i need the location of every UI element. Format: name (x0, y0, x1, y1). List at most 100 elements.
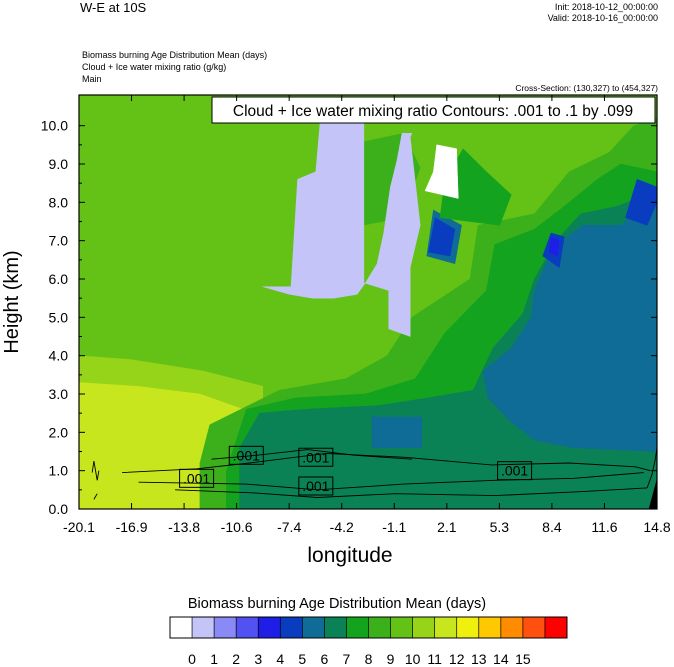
colorbar-swatch-5 (280, 617, 303, 638)
colorbar-label-8: 8 (365, 651, 373, 667)
colorbar-title: Biomass burning Age Distribution Mean (d… (187, 596, 487, 612)
colorbar-label-7: 7 (343, 651, 351, 667)
contour-label-box-1 (228, 445, 264, 465)
colorbar-label-11: 11 (427, 651, 442, 667)
contour-label-box-3 (298, 476, 334, 496)
colorbar-swatch-9 (368, 617, 391, 638)
field-description-shading: Biomass burning Age Distribution Mean (d… (82, 50, 268, 60)
y-tick-label-1: 1.0 (49, 463, 69, 479)
y-axis-title: Height (km) (1, 250, 23, 353)
y-tick-label-8: 8.0 (49, 194, 69, 210)
x-tick-label-7: 2.1 (437, 519, 457, 535)
colorbar-label-15: 15 (515, 651, 531, 667)
x-tick-label-6: -1.1 (382, 519, 406, 535)
colorbar-swatch-17 (544, 617, 568, 638)
contour-legend-box: Cloud + Ice water mixing ratio Contours:… (211, 96, 656, 124)
x-axis-title: longitude (307, 544, 392, 567)
shade-region-10 (549, 236, 560, 257)
y-tick-label-3: 3.0 (49, 386, 69, 402)
y-tick-label-9: 9.0 (49, 156, 69, 172)
contour-line-3 (211, 449, 412, 460)
colorbar-swatch-1 (192, 617, 215, 638)
x-tick-label-3: -10.6 (221, 519, 253, 535)
valid-time-label: Valid: 2018-10-16_00:00:00 (547, 13, 658, 23)
colorbar-swatch-2 (214, 617, 237, 638)
colorbar-swatch-14 (478, 617, 502, 638)
colorbar-label-3: 3 (254, 651, 262, 667)
contour-label-1: .001 (233, 447, 260, 463)
colorbar-label-1: 1 (210, 651, 218, 667)
y-tick-label-10: 10.0 (41, 118, 68, 134)
x-tick-label-0: -20.1 (63, 519, 95, 535)
contour-label-0: .001 (183, 470, 210, 486)
colorbar-swatch-3 (236, 617, 259, 638)
x-tick-label-5: -4.2 (330, 519, 354, 535)
x-tick-label-8: 5.3 (490, 519, 510, 535)
shade-region-9 (625, 178, 657, 226)
shade-region-7 (371, 416, 423, 448)
colorbar-label-5: 5 (298, 651, 306, 667)
contour-line-5 (93, 493, 98, 500)
y-tick-label-0: 0.0 (49, 501, 69, 517)
contour-label-box-4 (497, 461, 533, 481)
x-tick-label-2: -13.8 (168, 519, 200, 535)
colorbar-swatch-10 (390, 617, 413, 638)
contour-line-2 (175, 487, 648, 498)
x-tick-label-9: 8.4 (542, 519, 562, 535)
colorbar-label-2: 2 (232, 651, 240, 667)
axes-layer: -20.1 -16.9 -13.8 -10.6 -7.4 -4.2 -1.1 2.1 5.3 8.… (41, 95, 671, 535)
colorbar-swatch-16 (522, 617, 546, 638)
colorbar-swatch-12 (434, 617, 458, 638)
contour-label-box-2 (298, 447, 334, 467)
colorbar-swatch-13 (456, 617, 480, 638)
plot-title: W-E at 10S (80, 0, 147, 15)
cloud-contour-layer (91, 447, 657, 500)
y-tick-label-5: 5.0 (49, 309, 69, 325)
colorbar-label-4: 4 (276, 651, 284, 667)
contour-legend-text: Cloud + Ice water mixing ratio Contours:… (233, 103, 633, 120)
y-tick-label-6: 6.0 (49, 271, 69, 287)
field-description-contour: Cloud + Ice water mixing ratio (g/kg) (82, 62, 227, 72)
colorbar-swatch-7 (324, 617, 347, 638)
cross-section-label: Cross-Section: (130,327) to (454,327) (515, 83, 658, 93)
colorbar-swatch-11 (412, 617, 435, 638)
colorbar-label-10: 10 (405, 651, 421, 667)
colorbar-label-12: 12 (449, 651, 465, 667)
colorbar-label-13: 13 (471, 651, 487, 667)
plot-frame (78, 94, 658, 510)
contour-label-layer: .001 .001 .001 .001 .001 (179, 445, 533, 496)
contour-label-2: .001 (302, 449, 329, 465)
colorbar-label-0: 0 (188, 651, 196, 667)
colorbar-label-14: 14 (493, 651, 509, 667)
x-tick-label-10: 11.6 (591, 519, 617, 535)
init-time-label: Init: 2018-10-12_00:00:00 (554, 2, 658, 12)
colorbar-swatch-8 (346, 617, 369, 638)
shade-region-12 (428, 217, 456, 257)
field-description-domain: Main (82, 74, 102, 84)
contour-label-box-0 (179, 468, 215, 488)
age-shading-layer (79, 95, 657, 509)
shade-region-6 (482, 194, 657, 452)
contour-line-4 (91, 461, 100, 481)
colorbar-swatch-15 (500, 617, 524, 638)
shade-region-16 (424, 144, 459, 199)
missing-data-region (648, 478, 657, 509)
contour-label-4: .001 (501, 463, 528, 479)
contour-label-3: .001 (302, 478, 329, 494)
colorbar-swatch-6 (302, 617, 325, 638)
x-tick-label-4: -7.4 (277, 519, 301, 535)
contour-line-0 (122, 452, 651, 474)
colorbar-label-9: 9 (387, 651, 395, 667)
colorbar-swatch-0 (170, 617, 193, 638)
x-tick-label-11: 14.8 (643, 519, 670, 535)
y-tick-label-7: 7.0 (49, 233, 69, 249)
y-tick-label-2: 2.0 (49, 424, 69, 440)
colorbar-swatch-4 (258, 617, 281, 638)
colorbar-label-6: 6 (320, 651, 328, 667)
colorbar: 0 1 2 3 4 5 6 7 8 9 10 11 12 13 14 15 (169, 616, 568, 667)
contour-line-1 (138, 472, 644, 491)
x-tick-label-1: -16.9 (116, 519, 148, 535)
y-tick-label-4: 4.0 (49, 348, 69, 364)
contour-line-6 (646, 447, 657, 489)
